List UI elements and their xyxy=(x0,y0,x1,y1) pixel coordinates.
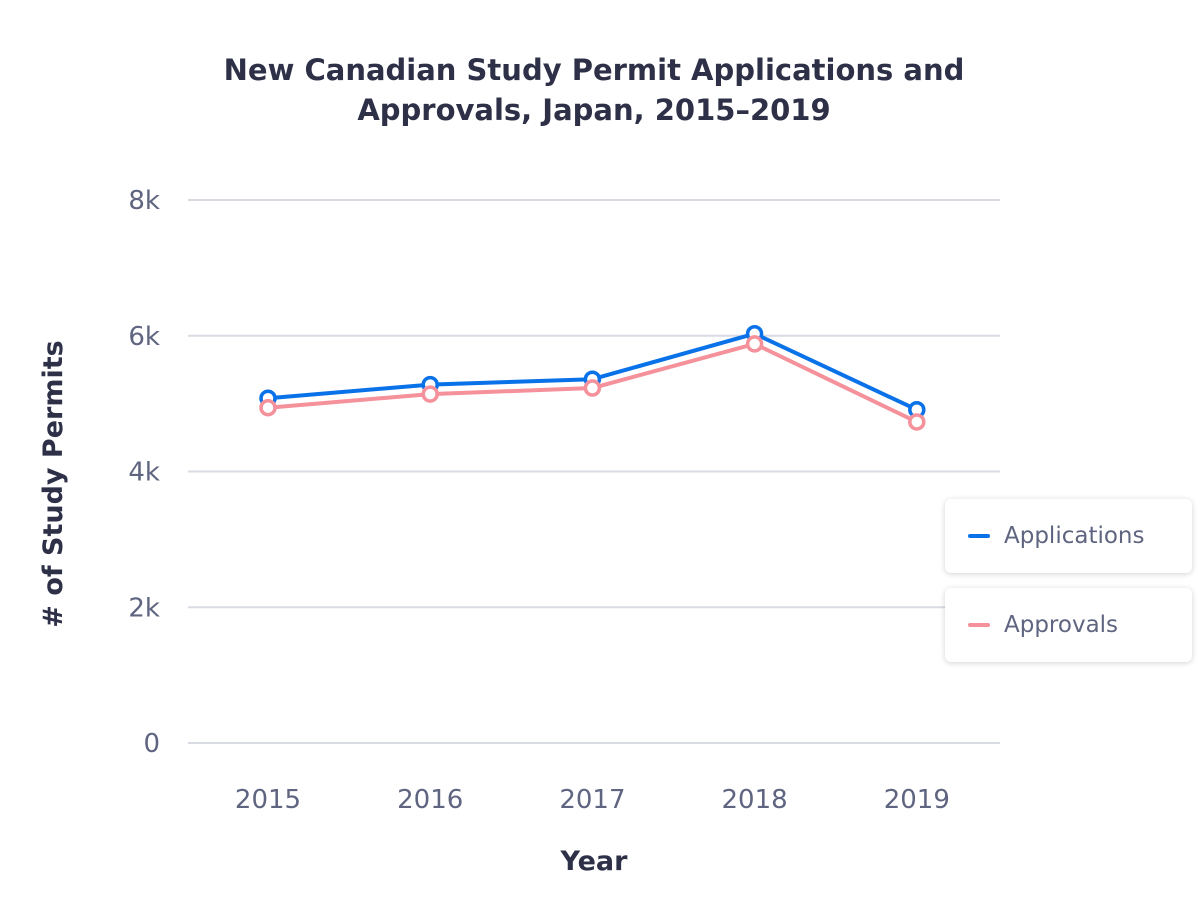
legend-swatch-applications xyxy=(968,534,990,538)
data-point-approvals xyxy=(421,385,439,403)
data-point-approvals xyxy=(583,379,602,397)
y-tick-label: 0 xyxy=(143,729,160,759)
data-point-approvals xyxy=(908,413,926,431)
legend-label-approvals: Approvals xyxy=(1004,612,1119,638)
y-tick-label: 6k xyxy=(128,322,160,352)
x-tick-label: 2017 xyxy=(559,785,625,815)
chart-title-line-2: Approvals, Japan, 2015–2019 xyxy=(357,93,830,127)
x-tick-label: 2015 xyxy=(235,785,301,815)
legend-item-approvals[interactable]: Approvals xyxy=(945,588,1192,662)
legend-swatch-approvals xyxy=(968,623,990,627)
x-tick-label: 2019 xyxy=(884,785,950,815)
y-tick-label: 4k xyxy=(128,458,160,488)
data-point-approvals xyxy=(745,335,764,353)
y-axis-label: # of Study Permits xyxy=(38,340,69,627)
chart-title-line-1: New Canadian Study Permit Applications a… xyxy=(224,53,965,87)
legend-label-applications: Applications xyxy=(1004,523,1145,549)
legend-item-applications[interactable]: Applications xyxy=(945,499,1192,573)
x-tick-label: 2016 xyxy=(397,785,463,815)
y-tick-label: 2k xyxy=(128,593,160,623)
x-axis-label: Year xyxy=(560,846,629,877)
y-tick-label: 8k xyxy=(128,186,160,216)
data-point-approvals xyxy=(259,398,277,417)
x-tick-label: 2018 xyxy=(722,785,788,815)
